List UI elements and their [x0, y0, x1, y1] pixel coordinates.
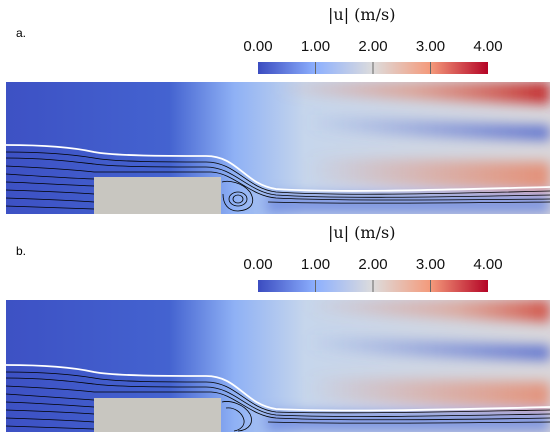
- colorbar-tick-label: 4.00: [473, 256, 503, 273]
- colorbar-tick-labels: 0.00 1.00 2.00 3.00 4.00: [0, 256, 550, 274]
- colorbar-tick-label: 0.00: [243, 38, 273, 55]
- colorbar-title: |u| (m/s): [328, 5, 396, 24]
- colorbar: [258, 280, 488, 292]
- colorbar-title: |u| (m/s): [328, 223, 396, 242]
- panel-b: b. |u| (m/s) 0.00 1.00 2.00 3.00 4.00: [0, 218, 550, 436]
- panel-label: b.: [16, 244, 27, 258]
- velocity-field: [6, 300, 550, 432]
- colorbar-tick-label: 2.00: [358, 256, 388, 273]
- colorbar-tick-label: 4.00: [473, 38, 503, 55]
- colorbar-tick-label: 3.00: [415, 256, 446, 273]
- panel-label: a.: [16, 26, 27, 40]
- panel-a: a. |u| (m/s) 0.00 1.00 2.00 3.00 4.00: [0, 0, 550, 218]
- colorbar: [258, 62, 488, 74]
- colorbar-tick-labels: 0.00 1.00 2.00 3.00 4.00: [0, 38, 550, 56]
- colorbar-tick-label: 1.00: [300, 38, 331, 55]
- velocity-field: [6, 82, 550, 214]
- colorbar-tick-label: 1.00: [300, 256, 331, 273]
- colorbar-tick-label: 3.00: [415, 38, 446, 55]
- colorbar-tick-label: 0.00: [243, 256, 273, 273]
- colorbar-tick-label: 2.00: [358, 38, 388, 55]
